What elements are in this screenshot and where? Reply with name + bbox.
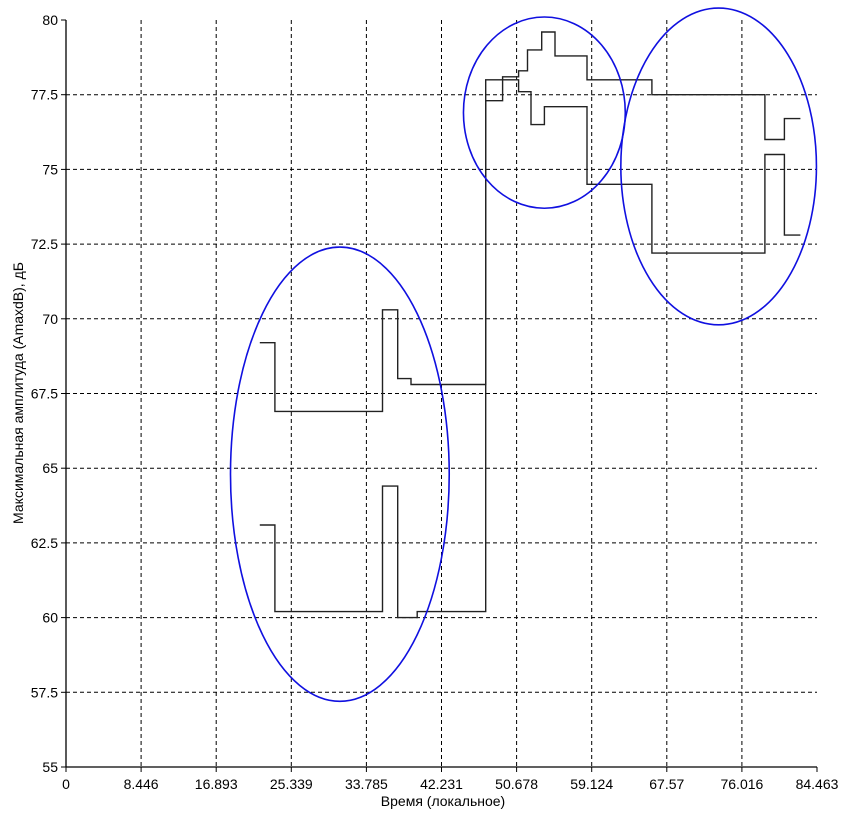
x-tick-label: 67.57 (649, 776, 684, 792)
y-axis-title: Максимальная амплитуда (AmaxdB), дБ (10, 262, 26, 524)
y-tick-label: 60 (42, 610, 58, 626)
x-tick-label: 76.016 (720, 776, 763, 792)
y-tick-label: 67.5 (31, 386, 58, 402)
series-layer (259, 31, 801, 619)
y-tick-labels: 55 57.5 60 62.5 65 67.5 70 72.5 75 77.5 80 (31, 12, 66, 775)
y-tick-label: 72.5 (31, 236, 58, 252)
x-tick-label: 84.463 (796, 776, 839, 792)
y-tick-label: 80 (42, 12, 58, 28)
x-tick-label: 16.893 (195, 776, 238, 792)
y-tick-label: 55 (42, 759, 58, 775)
annotation-layer (229, 7, 818, 703)
grid (66, 20, 817, 767)
x-tick-label: 59.124 (570, 776, 613, 792)
series-line (259, 79, 801, 619)
x-tick-label: 42.231 (420, 776, 463, 792)
x-tick-label: 50.678 (495, 776, 538, 792)
annotation-ellipse (620, 7, 818, 326)
y-tick-label: 77.5 (31, 87, 58, 103)
annotation-ellipse (229, 246, 451, 703)
x-tick-label: 33.785 (345, 776, 388, 792)
x-tick-label: 8.446 (124, 776, 159, 792)
series-line (259, 31, 801, 413)
x-tick-label: 25.339 (270, 776, 313, 792)
y-tick-label: 62.5 (31, 535, 58, 551)
y-tick-label: 57.5 (31, 684, 58, 700)
x-tick-labels: 0 8.446 16.893 25.339 33.785 42.231 50.678 59.1… (62, 767, 839, 792)
annotation-ellipse (462, 16, 627, 210)
x-tick-label: 0 (62, 776, 70, 792)
y-tick-label: 75 (42, 161, 58, 177)
x-axis-title: Время (локальное) (381, 793, 505, 809)
y-tick-label: 65 (42, 460, 58, 476)
y-tick-label: 70 (42, 311, 58, 327)
